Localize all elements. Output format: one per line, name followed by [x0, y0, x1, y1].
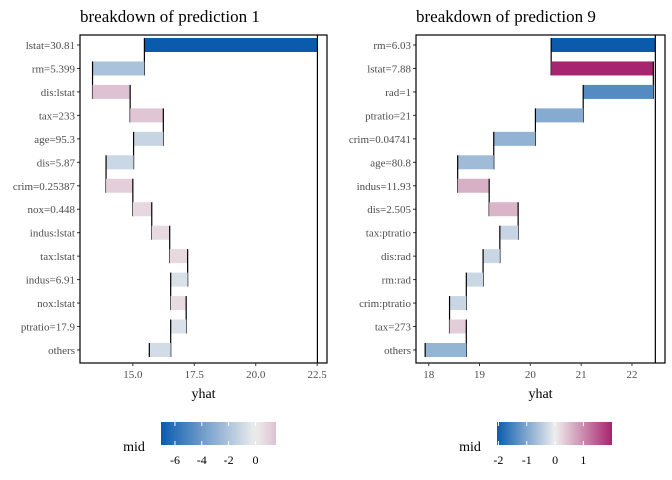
bar-crim=0.04741: [493, 131, 536, 146]
row-label: ptratio=17.9: [21, 322, 76, 334]
row-label: ptratio=21: [365, 110, 411, 122]
row-label: crim=0.04741: [349, 134, 411, 146]
bar-nox=0.448: [132, 202, 152, 217]
x-tick-label: 22.5: [308, 369, 328, 381]
chart-title: breakdown of prediction 1: [80, 7, 260, 26]
row-label: others: [48, 345, 75, 357]
legend-colorbar: [161, 422, 276, 445]
row-label: nox=0.448: [28, 204, 76, 216]
bar-tax:lstat: [169, 249, 188, 264]
row-label: indus=11.93: [357, 181, 412, 193]
x-tick-label: 17.5: [185, 369, 205, 381]
plot-frame: [79, 34, 328, 364]
bar-ptratio=17.9: [170, 319, 187, 334]
x-tick-label: 20.0: [246, 369, 266, 381]
legend-title: mid: [123, 440, 145, 455]
row-label: nox:lstat: [37, 298, 75, 310]
row-label: dis=2.505: [367, 204, 411, 216]
x-axis-label: yhat: [528, 387, 552, 402]
plot-frame: [415, 34, 666, 364]
row-label: rm:rad: [382, 275, 412, 287]
legend-tick-label: 0: [552, 453, 558, 467]
row-label: rad=1: [385, 87, 411, 99]
bar-tax=233: [130, 108, 164, 123]
bar-others: [149, 342, 171, 357]
legend-tick-label: -1: [522, 453, 532, 467]
row-label: tax=233: [39, 110, 76, 122]
legend-tick-label: 0: [252, 453, 258, 467]
bar-age=95.3: [133, 131, 164, 146]
row-label: tax:lstat: [40, 251, 75, 263]
breakdown-panel-1: breakdown of prediction 1 lstat=30.81 rm=5…: [13, 7, 328, 467]
bar-nox:lstat: [170, 296, 187, 311]
row-label: crim=0.25387: [13, 181, 76, 193]
breakdown-panel-2: breakdown of prediction 9 rm=6.03 lstat=7.…: [349, 7, 666, 467]
bar-indus=11.93: [457, 178, 490, 193]
row-label: tax=273: [375, 322, 412, 334]
x-tick-label: 15.0: [123, 369, 143, 381]
legend-tick-label: -6: [170, 453, 180, 467]
bar-rad=1: [583, 84, 654, 99]
x-tick-label: 20: [525, 369, 537, 381]
bar-rm=6.03: [551, 38, 656, 52]
x-tick-label: 19: [474, 369, 486, 381]
bar-tax:ptratio: [499, 225, 519, 240]
row-label: tax:ptratio: [366, 228, 412, 240]
row-label: indus:lstat: [30, 228, 75, 240]
row-label: age=80.8: [370, 157, 411, 169]
bar-crim=0.25387: [106, 178, 133, 193]
row-label: indus=6.91: [26, 275, 75, 287]
row-label: age=95.3: [34, 134, 75, 146]
legend-tick-label: -2: [493, 453, 503, 467]
bar-indus=6.91: [170, 272, 188, 287]
row-label: lstat=7.88: [367, 63, 411, 75]
chart-title: breakdown of prediction 9: [416, 7, 596, 26]
bar-rm=5.399: [92, 61, 145, 76]
bar-indus:lstat: [151, 225, 170, 240]
bar-age=80.8: [457, 155, 494, 170]
x-tick-label: 21: [576, 369, 587, 381]
row-label: lstat=30.81: [26, 40, 75, 52]
bar-crim:ptratio: [449, 296, 467, 311]
legend-tick-label: -2: [224, 453, 234, 467]
bar-ptratio=21: [535, 108, 584, 123]
x-tick-label: 22: [626, 369, 637, 381]
legend-tick-label: 1: [580, 453, 586, 467]
bar-tax=273: [449, 319, 467, 334]
row-label: dis:lstat: [41, 87, 75, 99]
row-label: dis=5.87: [37, 157, 76, 169]
x-axis-label: yhat: [191, 387, 215, 402]
bar-lstat=30.81: [144, 38, 318, 52]
row-label: crim:ptratio: [359, 298, 411, 310]
x-tick-label: 18: [423, 369, 435, 381]
bar-dis:lstat: [92, 84, 131, 99]
row-label: rm=6.03: [373, 40, 411, 52]
legend-title: mid: [459, 440, 481, 455]
row-label: rm=5.399: [32, 63, 76, 75]
legend-colorbar: [497, 422, 612, 445]
legend-tick-label: -4: [197, 453, 207, 467]
bar-lstat=7.88: [551, 61, 654, 76]
bar-dis=2.505: [489, 202, 519, 217]
bar-dis=5.87: [106, 155, 134, 170]
bar-dis:rad: [483, 249, 500, 264]
row-label: dis:rad: [381, 251, 411, 263]
bar-rm:rad: [466, 272, 484, 287]
row-label: others: [384, 345, 411, 357]
bar-others: [425, 342, 467, 357]
